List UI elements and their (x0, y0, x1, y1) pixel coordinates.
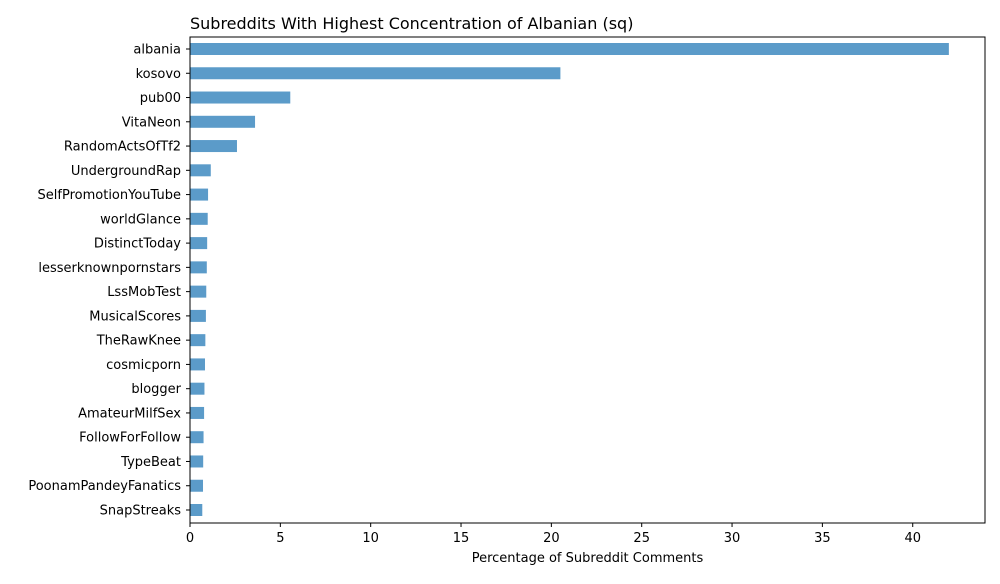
y-tick-label: cosmicporn (106, 358, 181, 373)
y-tick-label: DistinctToday (94, 237, 181, 252)
x-tick-label: 10 (362, 531, 379, 546)
y-tick-label: pub00 (140, 91, 181, 106)
x-tick-label: 40 (904, 531, 921, 546)
bar-cosmicporn (190, 358, 205, 371)
x-tick-label: 0 (186, 531, 194, 546)
bar-DistinctToday (190, 237, 208, 250)
x-tick-label: 35 (814, 531, 831, 546)
y-tick-label: blogger (131, 382, 181, 397)
y-tick-label: UndergroundRap (71, 164, 181, 179)
y-tick-label: SnapStreaks (100, 504, 182, 519)
bar-TypeBeat (190, 455, 204, 468)
chart-title: Subreddits With Highest Concentration of… (190, 14, 633, 33)
bar-SnapStreaks (190, 504, 203, 516)
x-tick-label: 25 (633, 531, 650, 546)
bar-MusicalScores (190, 309, 206, 322)
bar-RandomActsOfTf2 (190, 140, 237, 153)
y-tick-label: kosovo (136, 67, 181, 82)
y-tick-label: LssMobTest (107, 285, 181, 300)
bars-layer (190, 43, 949, 516)
y-tick-label: AmateurMilfSex (78, 406, 181, 421)
bar-pub00 (190, 91, 291, 104)
bar-FollowForFollow (190, 431, 204, 444)
y-tick-label: SelfPromotionYouTube (38, 188, 181, 203)
bar-blogger (190, 382, 205, 395)
bar-UndergroundRap (190, 164, 211, 177)
bar-LssMobTest (190, 285, 207, 298)
bar-SelfPromotionYouTube (190, 188, 209, 201)
y-tick-label: RandomActsOfTf2 (64, 140, 181, 155)
y-tick-label: PoonamPandeyFanatics (28, 479, 181, 494)
bar-PoonamPandeyFanatics (190, 479, 204, 492)
y-tick-label: albania (133, 43, 181, 58)
y-axis-ticks: albania kosovo pub00 VitaNeon RandomActsOfTf… (28, 43, 190, 519)
y-tick-label: MusicalScores (89, 309, 181, 324)
x-tick-label: 5 (276, 531, 284, 546)
plot-frame (189, 36, 986, 524)
y-tick-label: worldGlance (100, 212, 181, 227)
bar-AmateurMilfSex (190, 406, 205, 419)
x-tick-label: 15 (453, 531, 470, 546)
x-axis-ticks: 0 5 10 15 20 25 30 35 40 (186, 523, 921, 546)
y-tick-label: FollowForFollow (79, 431, 181, 446)
bar-worldGlance (190, 212, 208, 225)
x-axis-label: Percentage of Subreddit Comments (472, 551, 704, 566)
y-tick-label: TypeBeat (120, 455, 181, 470)
bar-albania (190, 43, 949, 55)
bar-kosovo (190, 67, 561, 80)
bar-TheRawKnee (190, 334, 206, 347)
bar-lesserknownpornstars (190, 261, 207, 274)
y-tick-label: TheRawKnee (96, 334, 181, 349)
x-tick-label: 20 (543, 531, 560, 546)
y-tick-label: lesserknownpornstars (38, 261, 181, 276)
bar-VitaNeon (190, 115, 256, 128)
x-tick-label: 30 (724, 531, 741, 546)
y-tick-label: VitaNeon (122, 115, 181, 130)
